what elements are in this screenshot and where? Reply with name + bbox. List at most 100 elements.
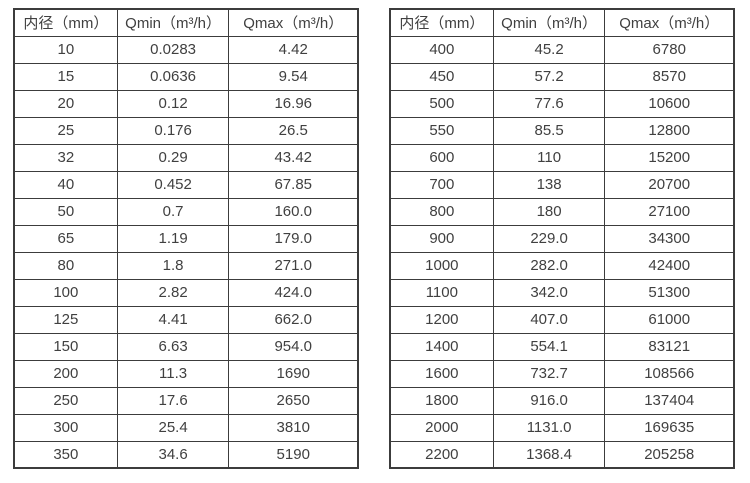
table-row: 400 45.2 6780 (389, 35, 735, 64)
table-cell: 65 (13, 224, 118, 253)
table-cell: 800 (389, 197, 494, 226)
table-row: 1400 554.1 83121 (389, 332, 735, 361)
table-row: 1800 916.0 137404 (389, 386, 735, 415)
column-header: Qmin（m³/h） (116, 8, 230, 37)
table-cell: 554.1 (492, 332, 606, 361)
table-cell: 169635 (604, 413, 735, 442)
table-cell: 1200 (389, 305, 494, 334)
table-cell: 1100 (389, 278, 494, 307)
table-row: 2000 1131.0 169635 (389, 413, 735, 442)
table-cell: 11.3 (116, 359, 230, 388)
table-row: 350 34.6 5190 (13, 440, 359, 469)
table-row: 1600 732.7 108566 (389, 359, 735, 388)
table-cell: 0.0636 (116, 62, 230, 91)
table-row: 250 17.6 2650 (13, 386, 359, 415)
table-row: 450 57.2 8570 (389, 62, 735, 91)
table-cell: 900 (389, 224, 494, 253)
table-cell: 17.6 (116, 386, 230, 415)
table-cell: 0.12 (116, 89, 230, 118)
table-cell: 8570 (604, 62, 735, 91)
table-row: 600 110 15200 (389, 143, 735, 172)
flow-spec-table-large-diameter: 内径（mm） Qmin（m³/h） Qmax（m³/h） 400 45.2 6780 45… (389, 8, 735, 469)
table-cell: 32 (13, 143, 118, 172)
table-cell: 0.7 (116, 197, 230, 226)
table-cell: 137404 (604, 386, 735, 415)
table-cell: 42400 (604, 251, 735, 280)
column-header: 内径（mm） (13, 8, 118, 37)
table-cell: 200 (13, 359, 118, 388)
table-cell: 100 (13, 278, 118, 307)
table-row: 1200 407.0 61000 (389, 305, 735, 334)
table-cell: 2650 (228, 386, 359, 415)
table-cell: 83121 (604, 332, 735, 361)
table-cell: 450 (389, 62, 494, 91)
table-cell: 282.0 (492, 251, 606, 280)
table-cell: 27100 (604, 197, 735, 226)
table-cell: 45.2 (492, 35, 606, 64)
table-cell: 80 (13, 251, 118, 280)
table-row: 700 138 20700 (389, 170, 735, 199)
table-cell: 5190 (228, 440, 359, 469)
table-cell: 954.0 (228, 332, 359, 361)
table-cell: 180 (492, 197, 606, 226)
table-row: 150 6.63 954.0 (13, 332, 359, 361)
table-cell: 1131.0 (492, 413, 606, 442)
table-cell: 0.452 (116, 170, 230, 199)
column-header: Qmin（m³/h） (492, 8, 606, 37)
table-cell: 10600 (604, 89, 735, 118)
table-row: 80 1.8 271.0 (13, 251, 359, 280)
table-cell: 229.0 (492, 224, 606, 253)
table-cell: 34.6 (116, 440, 230, 469)
table-cell: 150 (13, 332, 118, 361)
table-cell: 916.0 (492, 386, 606, 415)
table-cell: 400 (389, 35, 494, 64)
table-row: 800 180 27100 (389, 197, 735, 226)
table-cell: 16.96 (228, 89, 359, 118)
table-cell: 51300 (604, 278, 735, 307)
header-row: 内径（mm） Qmin（m³/h） Qmax（m³/h） (389, 8, 735, 37)
column-header: 内径（mm） (389, 8, 494, 37)
table-cell: 108566 (604, 359, 735, 388)
table-header: 内径（mm） Qmin（m³/h） Qmax（m³/h） (13, 8, 359, 37)
table-cell: 34300 (604, 224, 735, 253)
header-row: 内径（mm） Qmin（m³/h） Qmax（m³/h） (13, 8, 359, 37)
table-cell: 10 (13, 35, 118, 64)
table-cell: 77.6 (492, 89, 606, 118)
table-cell: 4.42 (228, 35, 359, 64)
table-cell: 15200 (604, 143, 735, 172)
table-row: 20 0.12 16.96 (13, 89, 359, 118)
table-row: 1000 282.0 42400 (389, 251, 735, 280)
table-cell: 179.0 (228, 224, 359, 253)
table-cell: 407.0 (492, 305, 606, 334)
table-cell: 61000 (604, 305, 735, 334)
table-cell: 160.0 (228, 197, 359, 226)
table-row: 500 77.6 10600 (389, 89, 735, 118)
table-row: 200 11.3 1690 (13, 359, 359, 388)
table-cell: 6.63 (116, 332, 230, 361)
table-cell: 85.5 (492, 116, 606, 145)
table-cell: 2.82 (116, 278, 230, 307)
table-cell: 1600 (389, 359, 494, 388)
table-cell: 9.54 (228, 62, 359, 91)
table-row: 300 25.4 3810 (13, 413, 359, 442)
table-cell: 50 (13, 197, 118, 226)
table-cell: 0.0283 (116, 35, 230, 64)
flow-spec-table-small-diameter: 内径（mm） Qmin（m³/h） Qmax（m³/h） 10 0.0283 4.42 1… (13, 8, 359, 469)
table-cell: 732.7 (492, 359, 606, 388)
table-header: 内径（mm） Qmin（m³/h） Qmax（m³/h） (389, 8, 735, 37)
table-cell: 1000 (389, 251, 494, 280)
table-cell: 1.19 (116, 224, 230, 253)
table-row: 1100 342.0 51300 (389, 278, 735, 307)
table-row: 125 4.41 662.0 (13, 305, 359, 334)
table-cell: 12800 (604, 116, 735, 145)
table-cell: 57.2 (492, 62, 606, 91)
table-row: 10 0.0283 4.42 (13, 35, 359, 64)
table-cell: 138 (492, 170, 606, 199)
table-row: 2200 1368.4 205258 (389, 440, 735, 469)
table-cell: 4.41 (116, 305, 230, 334)
table-cell: 500 (389, 89, 494, 118)
table-cell: 550 (389, 116, 494, 145)
table-row: 550 85.5 12800 (389, 116, 735, 145)
table-cell: 300 (13, 413, 118, 442)
